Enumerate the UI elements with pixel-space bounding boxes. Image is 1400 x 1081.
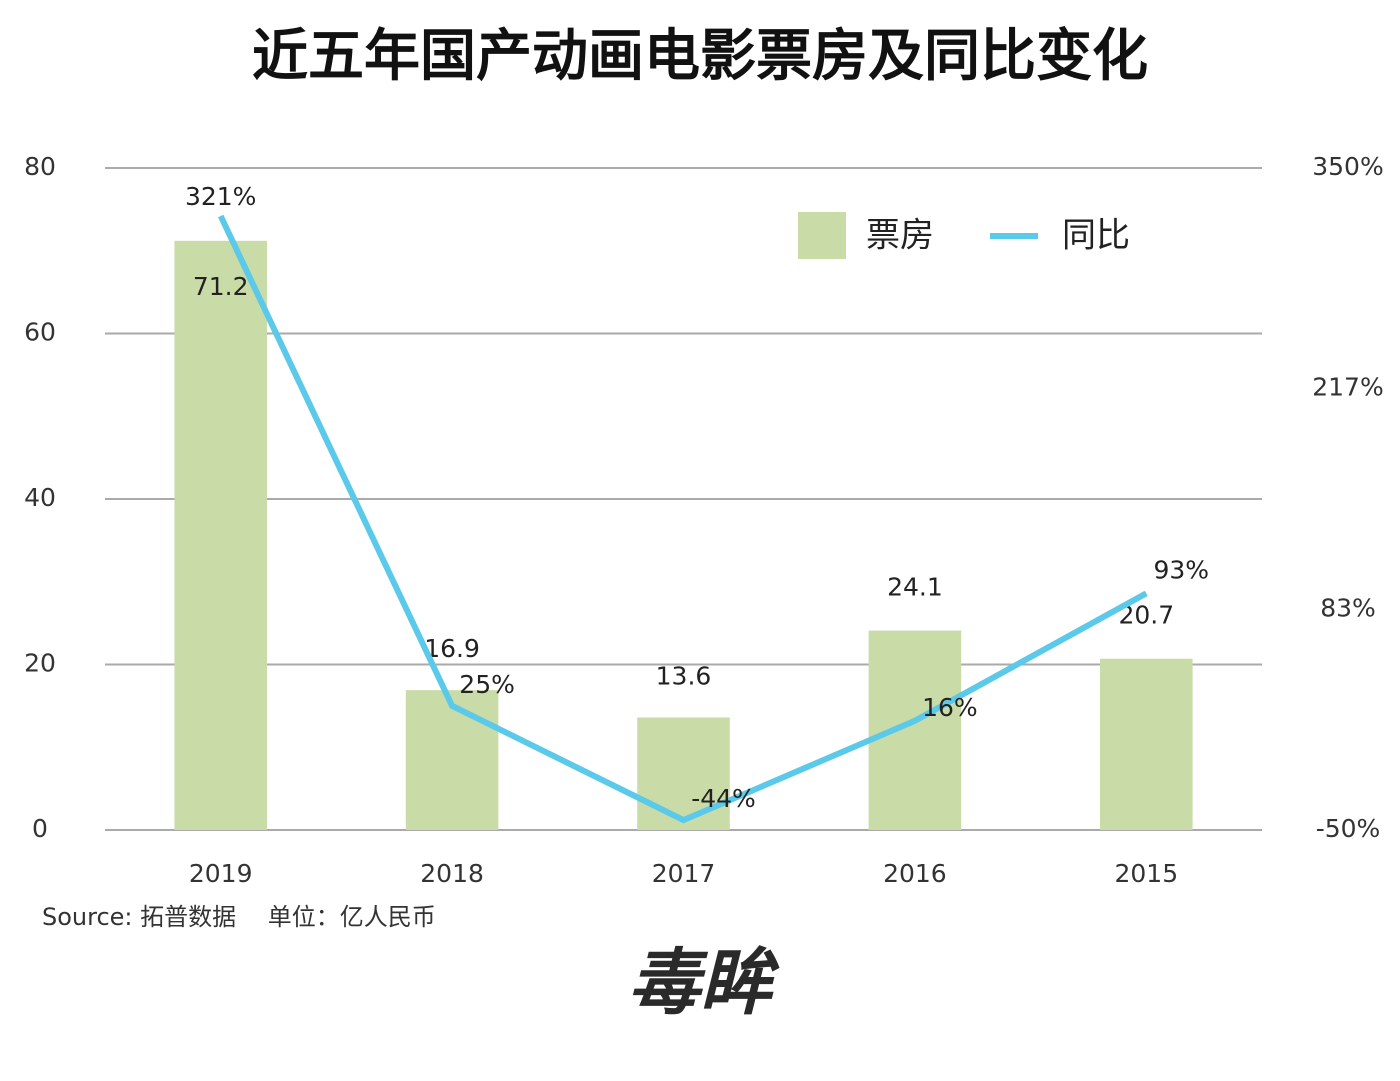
bar (1100, 658, 1193, 830)
y2-tick-label: 217% (1312, 373, 1383, 402)
y-tick-label: 80 (24, 152, 56, 181)
bar (405, 690, 499, 830)
source-note: Source: 拓普数据 单位：亿人民币 (42, 903, 436, 931)
y2-tick-label: -50% (1316, 814, 1381, 843)
line-value-label: 16% (922, 693, 978, 722)
line (217, 214, 1148, 824)
y-tick-label: 60 (24, 318, 56, 347)
bar (868, 630, 962, 830)
x-tick-label: 2016 (883, 859, 947, 888)
y2-tick-label: 350% (1312, 152, 1383, 181)
bar-value-label: 71.2 (193, 272, 249, 301)
x-tick-label: 2019 (189, 859, 253, 888)
line-value-label: 93% (1154, 555, 1210, 584)
x-tick-label: 2017 (652, 859, 716, 888)
bar-value-label: 16.9 (424, 634, 480, 663)
legend-label: 票房 (866, 216, 934, 256)
x-tick-label: 2018 (420, 859, 484, 888)
bar-value-label: 24.1 (887, 573, 943, 602)
line-value-label: 25% (459, 670, 515, 699)
x-tick-label: 2015 (1114, 859, 1178, 888)
legend-label: 同比 (1062, 216, 1130, 256)
bar (637, 717, 730, 830)
line-value-label: -44% (691, 784, 756, 813)
chart-title: 近五年国产动画电影票房及同比变化 (252, 24, 1148, 89)
bar-value-label: 13.6 (656, 661, 712, 690)
y-tick-label: 20 (24, 649, 56, 678)
y2-tick-label: 83% (1320, 593, 1376, 622)
y-tick-label: 0 (32, 814, 48, 843)
legend-swatch (798, 212, 846, 259)
bar (174, 240, 267, 830)
y-tick-label: 40 (24, 483, 56, 512)
logo: 毒眸 (628, 941, 780, 1025)
line-value-label: 321% (185, 182, 256, 211)
